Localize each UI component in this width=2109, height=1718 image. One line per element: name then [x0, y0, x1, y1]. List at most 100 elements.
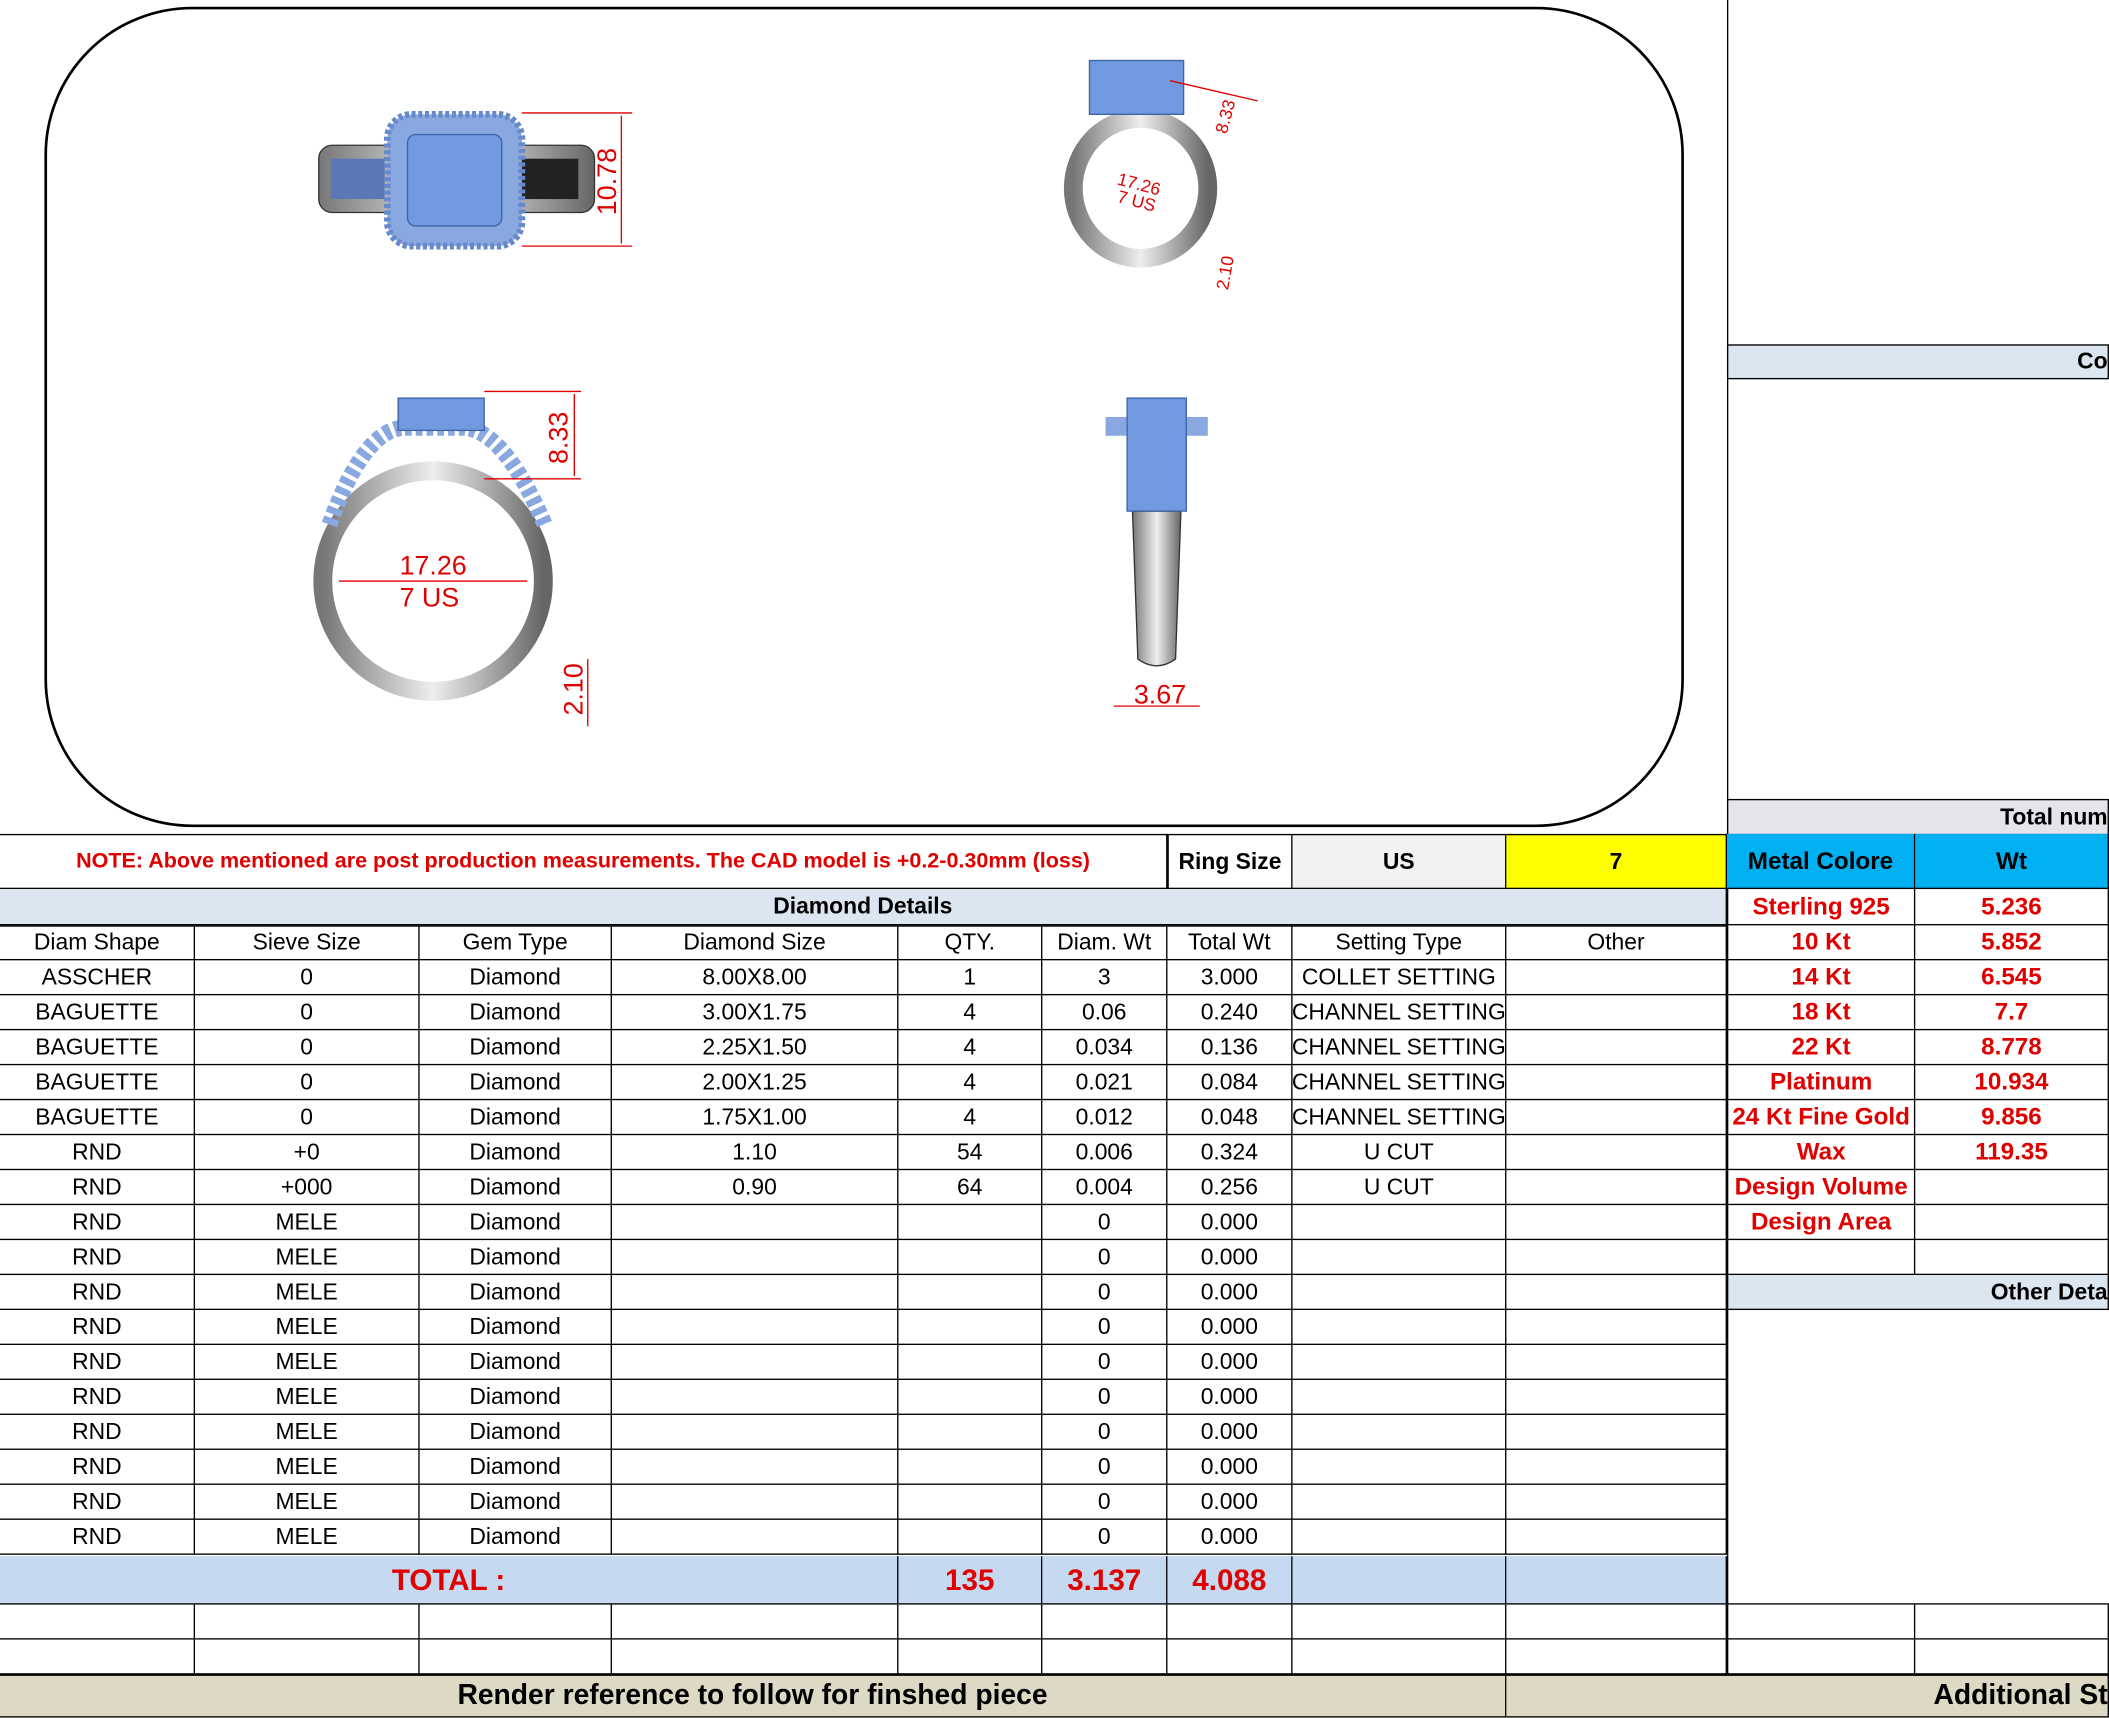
table-cell: Diamond	[419, 1170, 612, 1206]
table-cell	[898, 1379, 1043, 1415]
table-cell	[898, 1310, 1043, 1345]
table-cell: 0	[195, 1100, 420, 1136]
table-cell: Diamond	[419, 1240, 612, 1276]
table-cell: 0	[1042, 1205, 1168, 1241]
additional-footer: Additional St	[1506, 1674, 2109, 1718]
table-cell: RND	[0, 1519, 196, 1555]
blank-cell	[1042, 1604, 1168, 1640]
table-cell: 0.324	[1167, 1135, 1293, 1171]
table-cell: 0.000	[1167, 1205, 1293, 1241]
svg-text:7 US: 7 US	[399, 583, 459, 613]
table-cell: Diamond	[419, 1519, 612, 1555]
table-cell: 0	[1042, 1345, 1168, 1380]
svg-text:3.67: 3.67	[1134, 679, 1186, 709]
perspective-view-ring: 8.33 17.26 7 US 2.10	[1063, 59, 1258, 291]
table-cell	[1506, 1100, 1727, 1136]
blank-cell	[1506, 1639, 1727, 1675]
table-cell: 0.136	[1167, 1030, 1293, 1066]
metal-name: 14 Kt	[1726, 960, 1916, 996]
table-cell: 1	[898, 960, 1043, 996]
table-cell: 0.034	[1042, 1030, 1168, 1066]
metal-name: 22 Kt	[1726, 1030, 1916, 1066]
column-header: QTY.	[898, 925, 1043, 961]
metal-weight: 6.545	[1915, 960, 2109, 996]
table-cell	[611, 1449, 899, 1485]
table-cell: RND	[0, 1379, 196, 1415]
table-cell: BAGUETTE	[0, 1100, 196, 1136]
table-cell: COLLET SETTING	[1292, 960, 1507, 996]
svg-text:2.10: 2.10	[1212, 254, 1238, 291]
table-cell	[611, 1379, 899, 1415]
table-cell: Diamond	[419, 1379, 612, 1415]
table-cell	[611, 1345, 899, 1380]
table-cell: MELE	[195, 1519, 420, 1555]
table-cell: 0.012	[1042, 1100, 1168, 1136]
table-cell: BAGUETTE	[0, 995, 196, 1031]
blank-cell	[195, 1604, 420, 1640]
table-cell: 0	[1042, 1484, 1168, 1520]
blank-cell	[1292, 1604, 1507, 1640]
table-cell	[1506, 1135, 1727, 1171]
table-cell	[1506, 960, 1727, 996]
table-cell: 0.000	[1167, 1519, 1293, 1555]
table-cell	[1506, 1484, 1727, 1520]
table-cell: 0.000	[1167, 1449, 1293, 1485]
table-cell: 0	[1042, 1379, 1168, 1415]
table-cell: 0	[1042, 1414, 1168, 1450]
svg-text:8.33: 8.33	[544, 412, 574, 464]
table-cell: 4	[898, 1100, 1043, 1136]
metal-colore-header: Metal Colore	[1726, 833, 1916, 890]
top-view-ring: 10.78	[318, 110, 633, 250]
table-cell: RND	[0, 1484, 196, 1520]
table-cell	[611, 1205, 899, 1241]
other-details-header: Other Deta	[1726, 1275, 2109, 1311]
total-wt: 4.088	[1167, 1556, 1293, 1605]
metal-name: 10 Kt	[1726, 925, 1916, 961]
table-cell	[1292, 1414, 1507, 1450]
table-cell: 3	[1042, 960, 1168, 996]
table-cell: 0.000	[1167, 1484, 1293, 1520]
blank-cell	[195, 1639, 420, 1675]
table-cell: Diamond	[419, 1310, 612, 1345]
table-cell: MELE	[195, 1310, 420, 1345]
metal-weight: 10.934	[1915, 1065, 2109, 1101]
table-cell	[1506, 1414, 1727, 1450]
table-cell: CHANNEL SETTING	[1292, 1065, 1507, 1101]
blank-cell	[0, 1639, 196, 1675]
table-cell	[1292, 1310, 1507, 1345]
table-cell: 0	[195, 1065, 420, 1101]
blank-cell	[611, 1639, 899, 1675]
table-cell	[1292, 1205, 1507, 1241]
table-cell	[1506, 1240, 1727, 1276]
table-cell: RND	[0, 1205, 196, 1241]
metal-name: 24 Kt Fine Gold	[1726, 1100, 1916, 1136]
table-cell: 0.021	[1042, 1065, 1168, 1101]
svg-text:8.33: 8.33	[1211, 98, 1239, 136]
table-cell: 0.000	[1167, 1310, 1293, 1345]
table-cell: 0	[195, 995, 420, 1031]
metal-name	[1726, 1240, 1916, 1276]
table-cell	[1506, 1379, 1727, 1415]
table-cell: 0	[1042, 1310, 1168, 1345]
blank-cell	[1292, 1639, 1507, 1675]
table-cell	[1506, 1345, 1727, 1380]
table-cell: 4	[898, 1030, 1043, 1066]
table-cell	[898, 1205, 1043, 1241]
table-cell: 0.048	[1167, 1100, 1293, 1136]
table-cell: MELE	[195, 1484, 420, 1520]
table-cell: MELE	[195, 1379, 420, 1415]
table-cell: CHANNEL SETTING	[1292, 995, 1507, 1031]
svg-text:2.10: 2.10	[558, 663, 588, 715]
blank-cell	[1726, 1639, 1916, 1675]
table-cell: BAGUETTE	[0, 1065, 196, 1101]
table-cell	[1292, 1275, 1507, 1311]
table-cell: 0	[1042, 1240, 1168, 1276]
table-cell: MELE	[195, 1449, 420, 1485]
table-cell: MELE	[195, 1275, 420, 1311]
column-header: Diam Shape	[0, 925, 196, 961]
table-cell: MELE	[195, 1205, 420, 1241]
metal-weight	[1915, 1170, 2109, 1206]
blank-cell	[419, 1639, 612, 1675]
table-cell: RND	[0, 1310, 196, 1345]
metal-name: 18 Kt	[1726, 995, 1916, 1031]
